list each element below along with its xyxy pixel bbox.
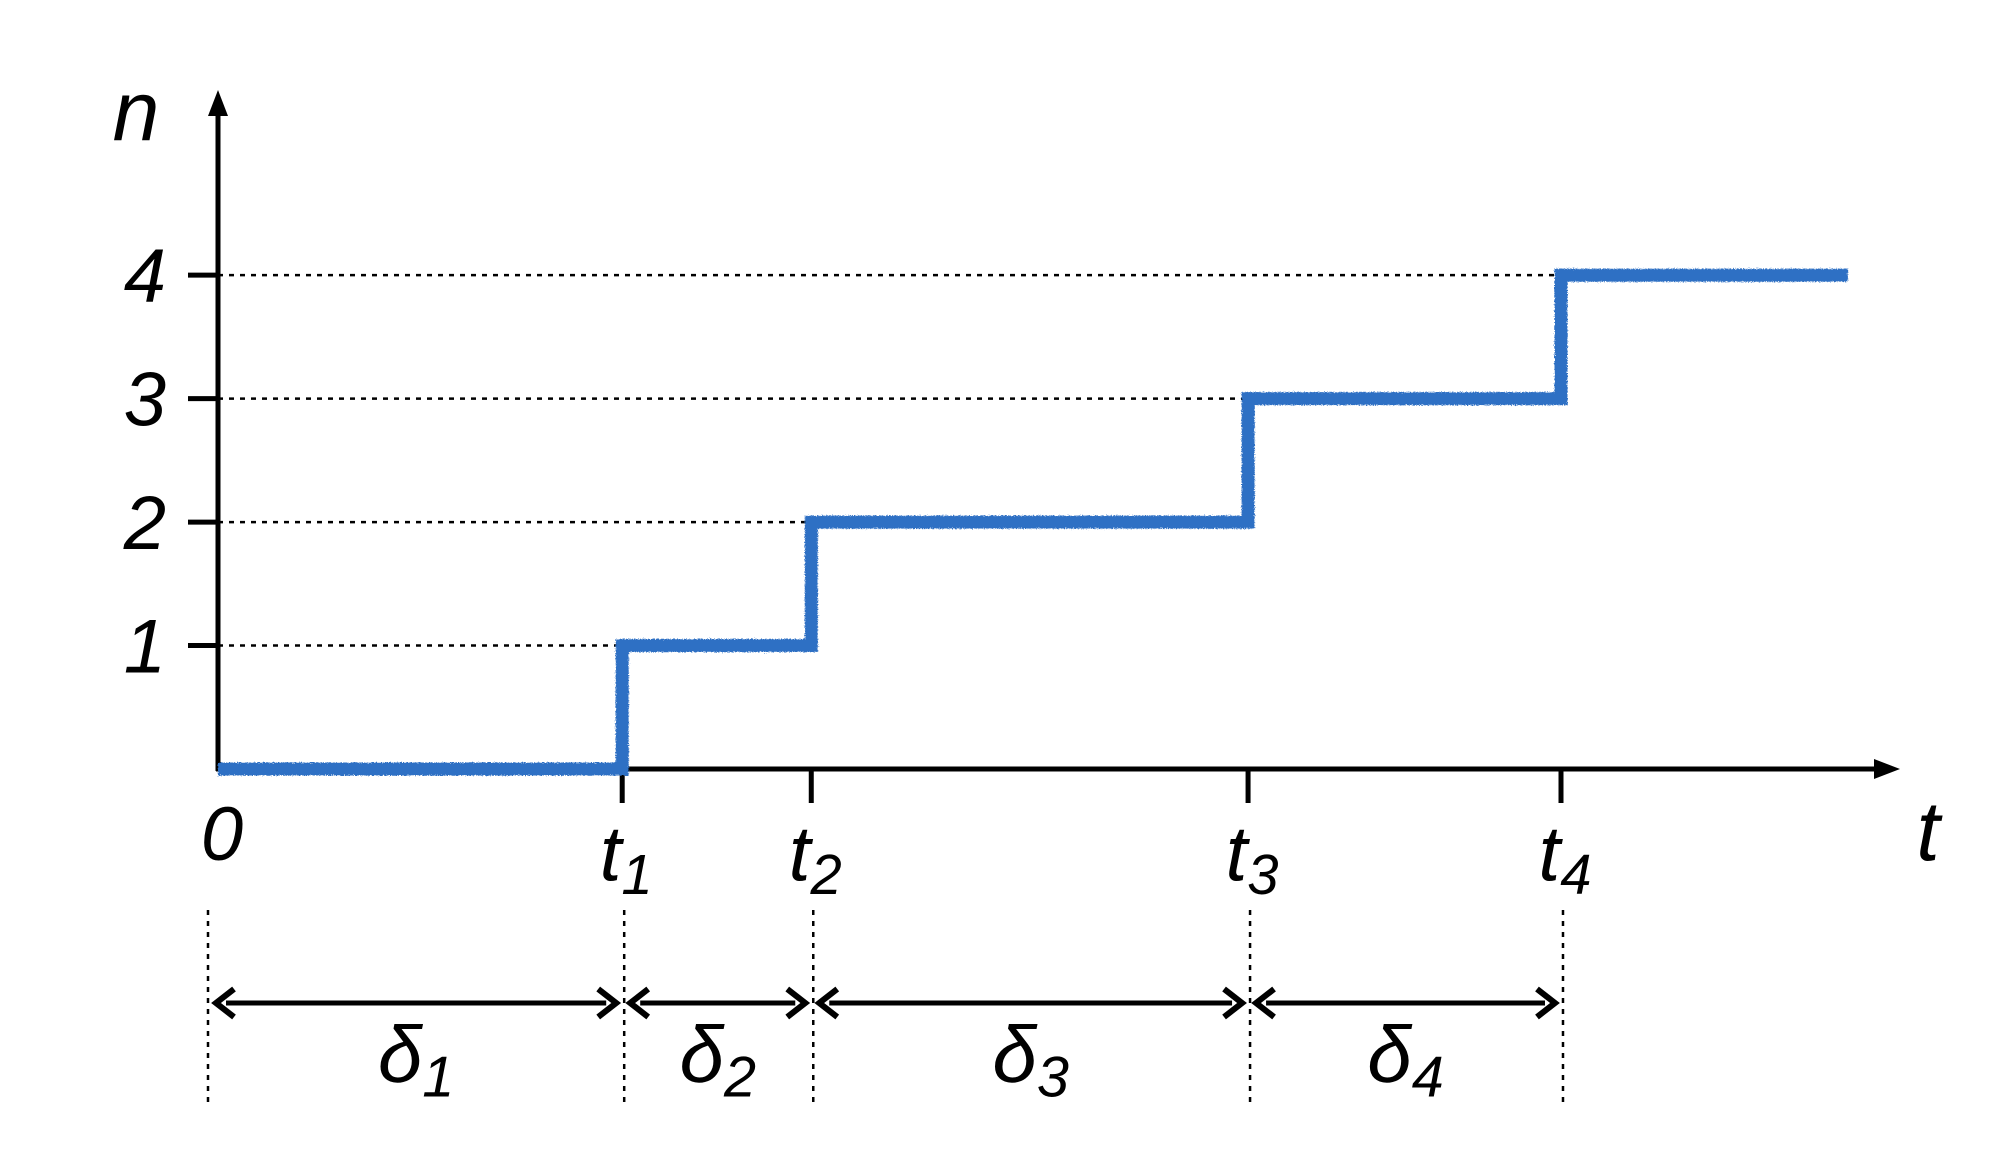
- x-axis-label: t: [1916, 784, 1943, 878]
- grid-lines: [218, 273, 1561, 647]
- x-tick-label-3: t3: [1226, 809, 1279, 906]
- interval-arrowhead-left-1: [211, 986, 236, 1020]
- x-tick-label-1: t1: [600, 809, 653, 906]
- y-tick-label-1: 1: [124, 605, 166, 690]
- y-tick-label-3: 3: [124, 358, 166, 443]
- y-tick-label-4: 4: [124, 234, 166, 319]
- intervals-group: δ1 δ2 δ3 δ4: [206, 910, 1565, 1109]
- interval-label-1: δ1: [378, 1010, 454, 1109]
- labels-group: 1 2 3 4 t1 t2 t3 t4 0 n t: [113, 64, 1944, 906]
- interval-arrowhead-left-4: [1251, 986, 1276, 1020]
- interval-label-3: δ3: [992, 1010, 1068, 1109]
- y-axis-arrow: [208, 90, 228, 116]
- x-tick-label-4: t4: [1539, 809, 1592, 906]
- interval-arrowhead-left-3: [814, 986, 840, 1020]
- origin-label: 0: [201, 792, 243, 877]
- y-tick-label-2: 2: [123, 481, 166, 566]
- x-tick-label-2: t2: [789, 809, 842, 906]
- interval-arrowhead-right-3: [1222, 986, 1247, 1020]
- interval-arrowhead-right-4: [1535, 986, 1560, 1020]
- interval-arrowhead-right-2: [785, 986, 811, 1020]
- axes: [188, 90, 1900, 803]
- series-group: [217, 268, 1848, 776]
- x-axis-arrow: [1874, 759, 1900, 779]
- interval-label-4: δ4: [1367, 1010, 1443, 1109]
- interval-arrowhead-left-2: [625, 986, 651, 1020]
- y-axis-label: n: [113, 64, 160, 158]
- interval-arrowhead-right-1: [596, 986, 622, 1020]
- interval-label-2: δ2: [679, 1010, 755, 1109]
- step-series-line-1: [218, 268, 1848, 776]
